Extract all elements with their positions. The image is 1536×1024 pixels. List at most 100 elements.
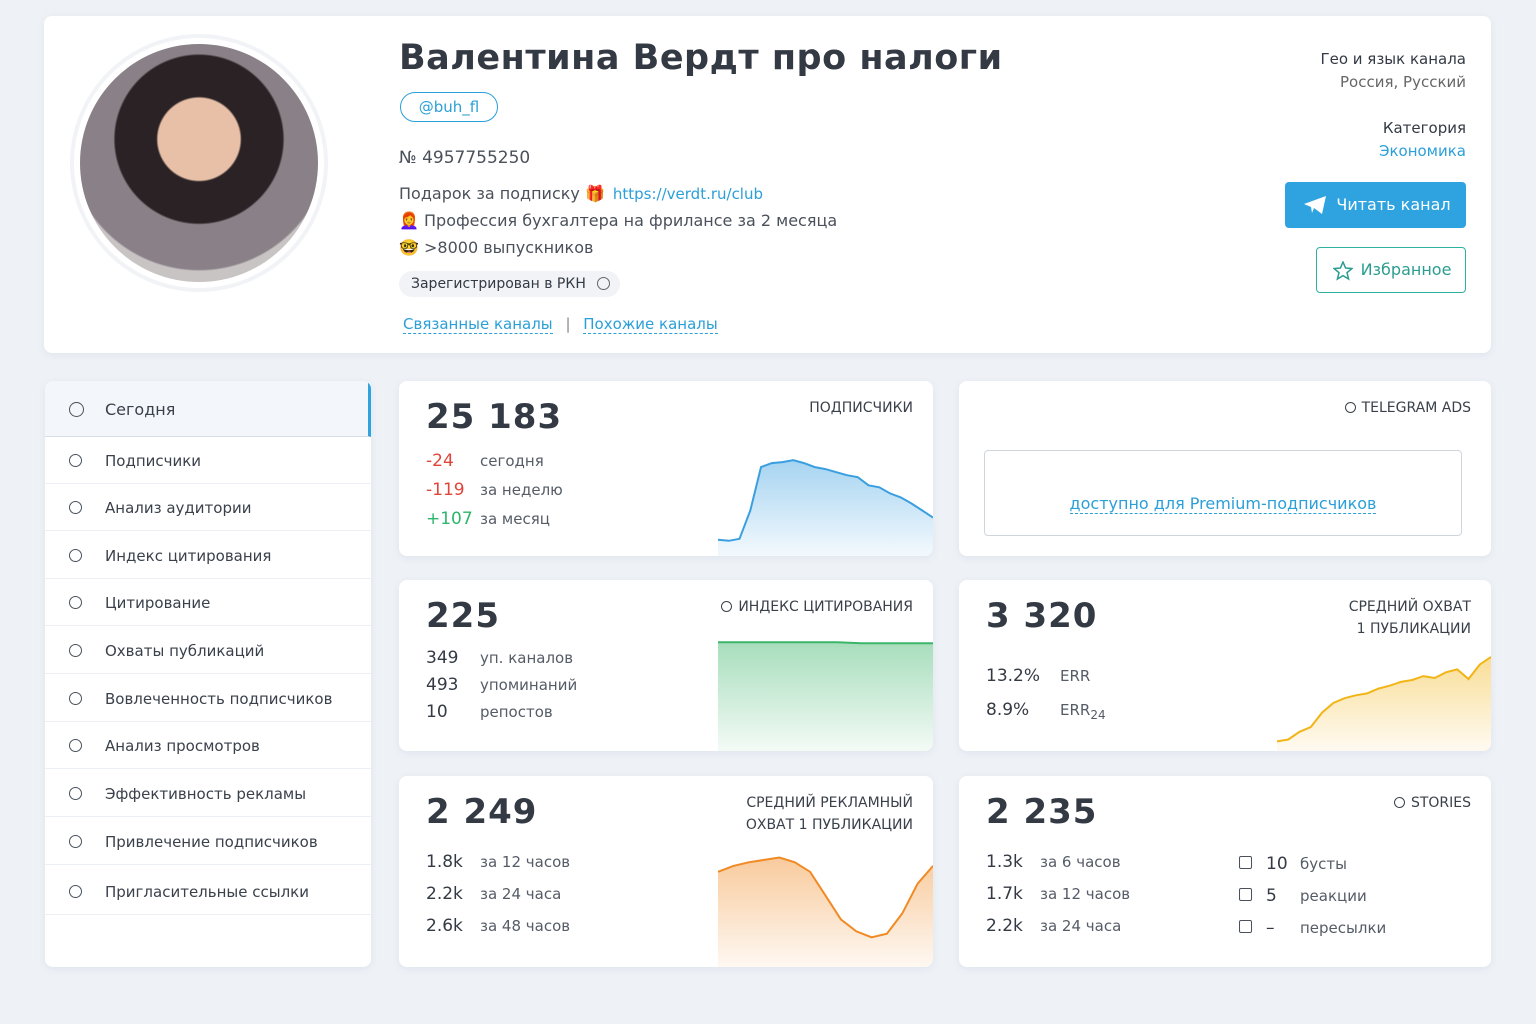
stat-text: за 12 часов xyxy=(1040,885,1131,903)
sidebar-label: Цитирование xyxy=(105,594,211,612)
sidebar-item[interactable]: Охваты публикаций xyxy=(45,627,371,674)
stat-row: 13.2% ERR xyxy=(986,666,1090,686)
sparkline-line xyxy=(718,641,933,645)
geo-label: Гео и язык канала xyxy=(1320,50,1466,68)
stat-value: 493 xyxy=(426,675,459,695)
description-link[interactable]: https://verdt.ru/club xyxy=(612,185,764,203)
stat-row: 2.2k за 24 часа xyxy=(986,916,1121,936)
rkn-badge[interactable]: Зарегистрирован в РКН xyxy=(399,271,620,297)
stat-row: 1.7k за 12 часов xyxy=(986,884,1130,904)
plus-icon xyxy=(721,601,733,612)
sidebar-item[interactable]: Пригласительные ссылки xyxy=(45,868,371,915)
stat-row: 1.3k за 6 часов xyxy=(986,852,1121,872)
sidebar-item[interactable]: Анализ аудитории xyxy=(45,484,371,531)
stat-row: 10 репостов xyxy=(426,702,553,722)
description-text: 👩‍🦰 Профессия бухгалтера на фрилансе за … xyxy=(399,211,838,230)
card-label-line: ПОДПИСЧИКИ xyxy=(809,400,913,416)
stat-value: 349 xyxy=(426,648,459,668)
stat-row: 1.8k за 12 часов xyxy=(426,852,570,872)
stat-row: -24 сегодня xyxy=(426,451,544,471)
similar-link[interactable]: Похожие каналы xyxy=(583,315,718,334)
stat-row: 5 реакции xyxy=(1239,886,1367,906)
card-label: СРЕДНИЙ ОХВАТ 1 ПУБЛИКАЦИИ xyxy=(1349,596,1471,640)
card-label-line: 1 ПУБЛИКАЦИИ xyxy=(1356,621,1471,637)
card-value: 2 235 xyxy=(986,792,1098,832)
channel-title: Валентина Вердт про налоги xyxy=(399,38,1003,78)
stat-text: за 24 часа xyxy=(1040,917,1122,935)
stat-value: 2.2k xyxy=(426,884,463,904)
card-value: 3 320 xyxy=(986,596,1098,636)
card-label-line: STORIES xyxy=(1393,792,1471,814)
sidebar-icon xyxy=(69,549,82,562)
stat-value: 1.7k xyxy=(986,884,1023,904)
sparkline-line xyxy=(718,459,933,542)
premium-link[interactable]: доступно для Premium-подписчиков xyxy=(1069,494,1377,514)
stories-card: 2 235 STORIES 1.3k за 6 часов 1.7k за 12 часо… xyxy=(959,776,1491,967)
sparkline-line xyxy=(1277,656,1491,743)
card-label: СРЕДНИЙ РЕКЛАМНЫЙ ОХВАТ 1 ПУБЛИКАЦИИ xyxy=(746,792,913,836)
sidebar-icon xyxy=(69,402,84,417)
geo-value: Россия, Русский xyxy=(1340,73,1466,91)
stat-row: 349 уп. каналов xyxy=(426,648,573,668)
sidebar-label: Вовлеченность подписчиков xyxy=(105,690,333,708)
sparkline-area xyxy=(718,642,933,751)
header-card: Валентина Вердт про налоги @buh_fl № 495… xyxy=(44,16,1491,353)
sidebar-item[interactable]: Индекс цитирования xyxy=(45,532,371,579)
stat-text: пересылки xyxy=(1300,919,1387,937)
stat-value: 5 xyxy=(1266,886,1277,906)
stat-row: – пересылки xyxy=(1239,918,1386,938)
info-icon xyxy=(596,277,610,290)
plus-icon xyxy=(1393,797,1405,808)
stat-text: сегодня xyxy=(480,452,544,470)
related-link[interactable]: Связанные каналы xyxy=(403,315,553,334)
sidebar-item[interactable]: Эффективность рекламы xyxy=(45,770,371,817)
plus-icon xyxy=(1344,402,1356,413)
stat-value: -24 xyxy=(426,451,454,471)
card-value: 2 249 xyxy=(426,792,538,832)
read-button-text: Читать канал xyxy=(1336,195,1451,214)
stat-text: репостов xyxy=(480,703,553,721)
channel-number: № 4957755250 xyxy=(399,148,531,168)
sidebar-icon xyxy=(69,454,82,467)
sidebar-icon xyxy=(69,739,82,752)
description-text: Подарок за подписку 🎁 xyxy=(399,184,605,203)
sidebar: Сегодня Подписчики Анализ аудитории Индекс … xyxy=(45,381,371,967)
card-label: TELEGRAM ADS xyxy=(1344,397,1471,419)
ad-reach-card: 2 249 СРЕДНИЙ РЕКЛАМНЫЙ ОХВАТ 1 ПУБЛИКАЦИИ… xyxy=(399,776,933,967)
card-label-line: СРЕДНИЙ РЕКЛАМНЫЙ xyxy=(746,795,913,811)
category-value[interactable]: Экономика xyxy=(1378,142,1466,160)
sidebar-item-active[interactable]: Сегодня xyxy=(45,381,371,437)
sidebar-item[interactable]: Цитирование xyxy=(45,579,371,626)
stat-text: за 6 часов xyxy=(1040,853,1121,871)
username-pill[interactable]: @buh_fl xyxy=(400,92,498,122)
stat-text: за месяц xyxy=(480,510,550,528)
stat-row: 2.6k за 48 часов xyxy=(426,916,570,936)
sidebar-label: Эффективность рекламы xyxy=(105,785,307,803)
sparkline xyxy=(718,641,933,751)
sidebar-item[interactable]: Анализ просмотров xyxy=(45,722,371,769)
favorite-button[interactable]: Избранное xyxy=(1316,247,1466,293)
sidebar-item[interactable]: Вовлеченность подписчиков xyxy=(45,675,371,722)
stat-text: за 48 часов xyxy=(480,917,571,935)
sparkline-area xyxy=(1277,656,1491,751)
description-text: 🤓 >8000 выпускников xyxy=(399,238,594,257)
sidebar-icon xyxy=(69,596,82,609)
sidebar-item[interactable]: Подписчики xyxy=(45,437,371,484)
ads-card: TELEGRAM ADS доступно для Premium-подписч… xyxy=(959,381,1491,556)
stat-text: за неделю xyxy=(480,481,563,499)
stat-text: бусты xyxy=(1300,855,1347,873)
card-value: 225 xyxy=(426,596,500,636)
telegram-icon xyxy=(1304,196,1326,214)
read-button[interactable]: Читать канал xyxy=(1285,182,1466,228)
stat-row: 2.2k за 24 часа xyxy=(426,884,561,904)
subscribers-card: 25 183 ПОДПИСЧИКИ -24 сегодня -119 за неделю +… xyxy=(399,381,933,556)
card-label: ИНДЕКС ЦИТИРОВАНИЯ xyxy=(721,596,913,618)
sidebar-item[interactable]: Привлечение подписчиков xyxy=(45,818,371,865)
stat-text: за 24 часа xyxy=(480,885,562,903)
sidebar-icon xyxy=(69,885,82,898)
sidebar-icon xyxy=(69,692,82,705)
stat-row: 493 упоминаний xyxy=(426,675,577,695)
stat-value: +107 xyxy=(426,509,473,529)
stat-value: 2.2k xyxy=(986,916,1023,936)
stat-value: – xyxy=(1266,918,1275,938)
